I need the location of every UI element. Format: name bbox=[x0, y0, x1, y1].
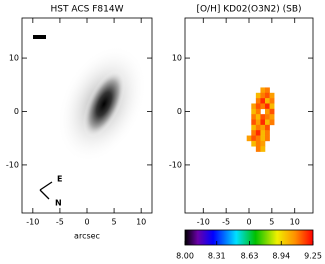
cell bbox=[269, 119, 275, 126]
x-tick-label: 0 bbox=[246, 218, 251, 227]
cell bbox=[260, 98, 266, 104]
cell bbox=[251, 135, 257, 142]
annotation: E bbox=[57, 175, 62, 184]
y-tick-label: 10 bbox=[172, 54, 182, 63]
cell bbox=[255, 103, 261, 110]
cell bbox=[255, 108, 261, 115]
cell bbox=[260, 87, 266, 94]
y-tick-label: -10 bbox=[169, 160, 182, 169]
x-tick-label: -5 bbox=[56, 218, 64, 227]
panel-title: [O/H] KD02(O3N2) (SB) bbox=[196, 5, 301, 15]
cell bbox=[265, 98, 270, 104]
cell bbox=[251, 108, 257, 115]
cell bbox=[265, 135, 270, 142]
cell bbox=[260, 146, 266, 152]
colorbar bbox=[184, 229, 314, 246]
colorbar-tick-label: 8.31 bbox=[208, 252, 226, 261]
cell bbox=[260, 135, 266, 142]
annotation: N bbox=[55, 199, 62, 208]
x-tick-label: 5 bbox=[112, 218, 117, 227]
x-axis-label: arcsec bbox=[74, 232, 100, 241]
cell bbox=[269, 98, 275, 104]
cell bbox=[260, 130, 266, 136]
galaxy-core bbox=[82, 70, 126, 138]
x-tick-label: 0 bbox=[84, 218, 89, 227]
cell bbox=[255, 98, 261, 104]
x-tick-label: 5 bbox=[269, 218, 274, 227]
colorbar-tick-label: 9.25 bbox=[304, 252, 322, 261]
cell bbox=[265, 87, 270, 94]
y-tick-label: -10 bbox=[6, 160, 19, 169]
x-tick-label: -5 bbox=[222, 218, 230, 227]
cell bbox=[255, 135, 261, 142]
y-tick-label: 0 bbox=[177, 107, 182, 116]
panel-title: HST ACS F814W bbox=[51, 5, 124, 15]
cell bbox=[251, 119, 257, 126]
image-panel bbox=[33, 35, 147, 200]
cell bbox=[269, 108, 275, 115]
plot-frame bbox=[184, 17, 314, 214]
cell bbox=[265, 103, 270, 110]
cell bbox=[269, 103, 275, 110]
y-tick-label: 10 bbox=[9, 54, 19, 63]
cell bbox=[265, 130, 270, 136]
compass bbox=[39, 181, 53, 200]
cell bbox=[251, 124, 257, 131]
cell bbox=[251, 103, 257, 110]
cell bbox=[260, 92, 266, 99]
colorbar-tick-label: 8.00 bbox=[176, 252, 194, 261]
x-tick-label: 10 bbox=[136, 218, 146, 227]
cell bbox=[255, 130, 261, 136]
cell bbox=[265, 114, 270, 120]
cell bbox=[260, 140, 266, 147]
y-tick-label: 0 bbox=[14, 107, 19, 116]
x-tick-label: -10 bbox=[26, 218, 39, 227]
cell bbox=[269, 114, 275, 120]
cell bbox=[255, 92, 261, 99]
cell bbox=[260, 124, 266, 131]
cell bbox=[255, 119, 261, 126]
cell bbox=[265, 119, 270, 126]
cell bbox=[265, 108, 270, 115]
x-tick-label: 10 bbox=[290, 218, 300, 227]
x-tick-label: -10 bbox=[197, 218, 210, 227]
cell bbox=[265, 124, 270, 131]
cell bbox=[251, 130, 257, 136]
cell bbox=[255, 124, 261, 131]
cell bbox=[246, 135, 252, 142]
cell bbox=[251, 114, 257, 120]
cell bbox=[260, 119, 266, 126]
cell bbox=[255, 140, 261, 147]
colorbar-tick-label: 8.63 bbox=[241, 252, 259, 261]
cell bbox=[260, 103, 266, 110]
scale-bar bbox=[33, 35, 46, 39]
cell bbox=[251, 140, 257, 147]
cell bbox=[255, 146, 261, 152]
cell bbox=[255, 114, 261, 120]
cell bbox=[269, 92, 275, 99]
cell bbox=[260, 114, 266, 120]
cell bbox=[265, 92, 270, 99]
colorbar-tick-label: 8.94 bbox=[272, 252, 290, 261]
